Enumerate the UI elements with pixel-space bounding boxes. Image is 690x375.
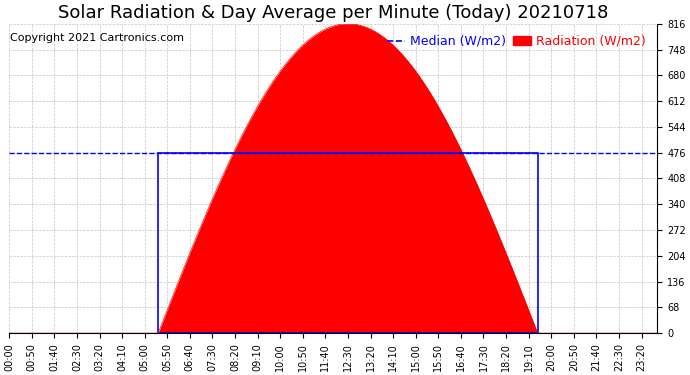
Text: Copyright 2021 Cartronics.com: Copyright 2021 Cartronics.com	[10, 33, 184, 43]
Title: Solar Radiation & Day Average per Minute (Today) 20210718: Solar Radiation & Day Average per Minute…	[58, 4, 609, 22]
Bar	[158, 153, 538, 333]
Legend: Median (W/m2), Radiation (W/m2): Median (W/m2), Radiation (W/m2)	[382, 30, 651, 53]
